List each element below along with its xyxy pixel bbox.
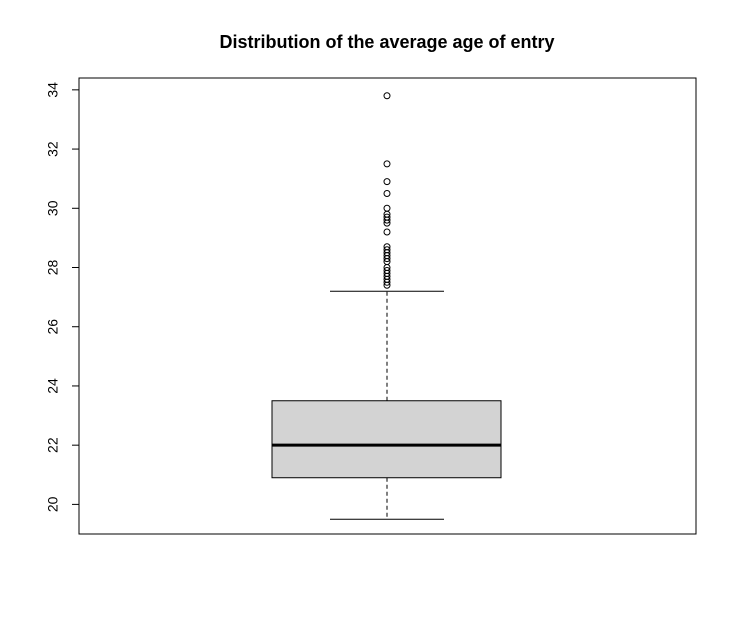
y-tick-label: 30 bbox=[45, 200, 61, 216]
outlier-point bbox=[383, 246, 391, 254]
outlier-point bbox=[383, 213, 391, 221]
outlier-point bbox=[383, 228, 391, 236]
y-tick-label: 24 bbox=[45, 378, 61, 394]
outlier-group bbox=[383, 92, 391, 289]
y-axis: 20 22 24 26 28 30 32 34 bbox=[45, 82, 80, 512]
outlier-point bbox=[383, 189, 391, 197]
outlier-point bbox=[383, 160, 391, 168]
iqr-box bbox=[271, 400, 502, 479]
outlier-point bbox=[383, 92, 391, 100]
y-tick-label: 20 bbox=[45, 496, 61, 512]
outlier-point bbox=[383, 178, 391, 186]
outlier-point bbox=[383, 204, 391, 212]
y-tick-label: 28 bbox=[45, 260, 61, 276]
outlier-point bbox=[383, 266, 391, 274]
y-tick-label: 26 bbox=[45, 319, 61, 335]
box-group bbox=[271, 290, 502, 520]
y-tick-label: 34 bbox=[45, 82, 61, 98]
y-tick-label: 22 bbox=[45, 437, 61, 453]
y-tick-label: 32 bbox=[45, 141, 61, 157]
chart-title: Distribution of the average age of entry bbox=[219, 32, 554, 52]
outlier-point bbox=[383, 243, 391, 251]
